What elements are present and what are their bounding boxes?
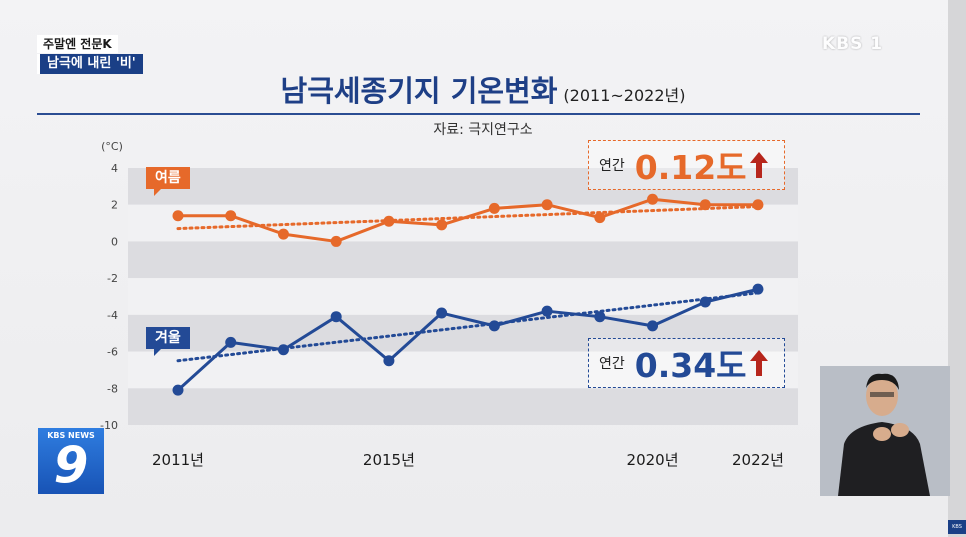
chart-title: 남극세종기지 기온변화 (280, 74, 558, 108)
summer-data-point (594, 212, 606, 224)
summer-data-point (488, 202, 500, 214)
winter-data-point (277, 344, 289, 356)
winter-data-point (752, 283, 764, 295)
summer-data-point (541, 199, 553, 211)
grid-band (128, 351, 798, 389)
y-tick-label: -8 (107, 382, 118, 395)
x-tick-label: 2015년 (363, 451, 415, 469)
summer-rate-box: 연간 0.12도 (588, 140, 785, 190)
news-logo: KBS NEWS 9 (38, 428, 104, 494)
summer-data-point (752, 199, 764, 211)
news-logo-text: KBS NEWS (47, 431, 95, 440)
winter-rate-box: 연간 0.34도 (588, 338, 785, 388)
y-tick-label: -2 (107, 272, 118, 285)
winter-data-point (594, 311, 606, 323)
winter-data-point (172, 384, 184, 396)
winter-data-point (383, 355, 395, 367)
news-logo-number: 9 (53, 436, 89, 494)
x-tick-label: 2020년 (627, 451, 679, 469)
summer-rate-value: 0.12도 (634, 148, 747, 187)
summer-data-point (699, 199, 711, 211)
y-tick-label: -4 (107, 309, 118, 322)
chart-title-block: 남극세종기지 기온변화 (2011~2022년) (0, 68, 966, 110)
grid-band (128, 204, 798, 242)
summer-data-point (172, 210, 184, 222)
sign-language-interpreter (820, 366, 950, 496)
x-tick-label: 2011년 (152, 451, 204, 469)
series-tag-winter: 겨울 (146, 327, 190, 356)
summer-data-point (277, 228, 289, 240)
up-arrow-icon (749, 152, 768, 178)
winter-data-point (541, 305, 553, 317)
series-tag-summer: 여름 (146, 167, 190, 196)
summer-data-point (436, 219, 448, 231)
grid-band (128, 278, 798, 315)
title-divider (37, 113, 920, 115)
winter-series-line (176, 287, 759, 392)
winter-data-point (647, 320, 659, 332)
summer-rate-label: 연간 (599, 158, 625, 174)
summer-data-point (647, 193, 659, 205)
summer-data-point (330, 235, 342, 247)
winter-rate-value: 0.34도 (634, 346, 747, 385)
grid-band (128, 168, 798, 205)
grid-band (128, 314, 798, 352)
grid-band (128, 241, 798, 279)
program-tag: 주말엔 전문K (37, 35, 118, 53)
winter-data-point (436, 307, 448, 319)
winter-data-point (699, 296, 711, 308)
y-tick-label: 0 (111, 235, 118, 248)
right-edge (948, 0, 966, 537)
summer-data-point (383, 215, 395, 227)
up-arrow-icon (749, 350, 768, 376)
chart-subtitle: (2011~2022년) (563, 86, 686, 105)
corner-logo: KBS (948, 520, 966, 534)
y-unit-label: (°C) (101, 140, 123, 153)
winter-data-point (488, 320, 500, 332)
data-source: 자료: 극지연구소 (433, 122, 533, 138)
y-tick-label: -6 (107, 346, 118, 359)
summer-series-line (178, 197, 758, 243)
summer-data-point (225, 210, 237, 222)
y-tick-label: -10 (100, 419, 118, 432)
y-tick-label: 2 (111, 199, 118, 212)
interpreter-figure-icon (820, 366, 950, 496)
winter-data-point (330, 311, 342, 323)
channel-logo: KBS 1 (822, 34, 884, 54)
grid-band (128, 388, 798, 425)
segment-tag: 남극에 내린 '비' (37, 54, 143, 74)
y-tick-label: 4 (111, 162, 118, 175)
winter-data-point (225, 336, 237, 348)
x-tick-label: 2022년 (732, 451, 784, 469)
winter-rate-label: 연간 (599, 356, 625, 372)
